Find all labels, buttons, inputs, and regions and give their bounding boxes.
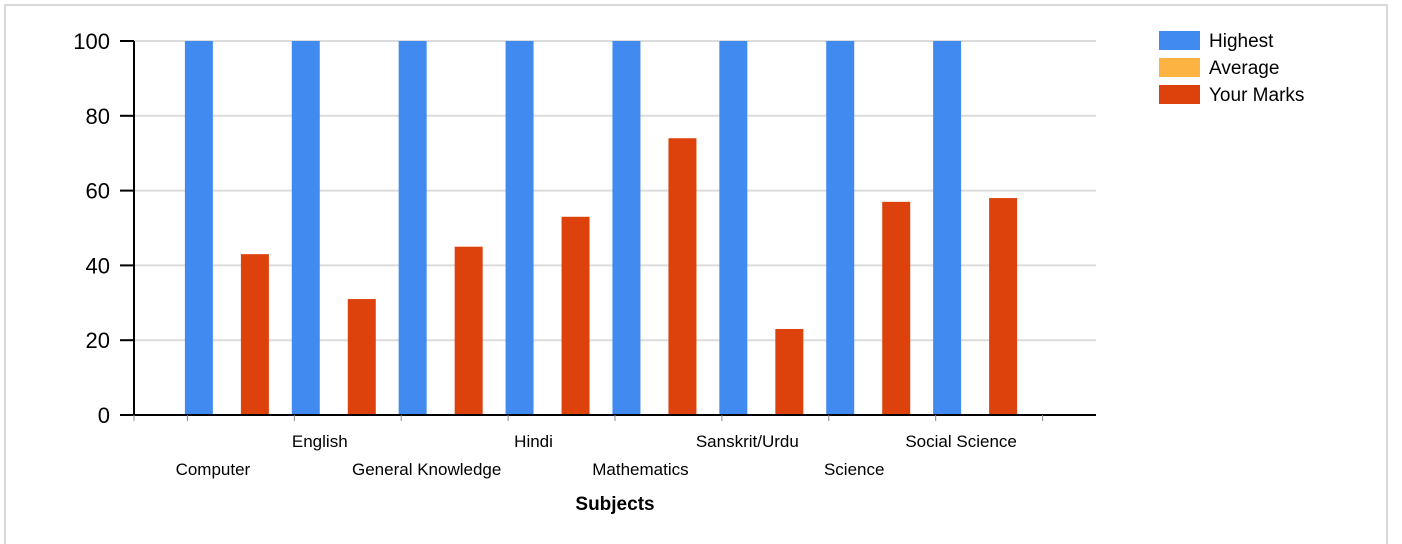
legend-swatch	[1159, 85, 1200, 104]
bar-highest	[933, 41, 962, 415]
bar-your-marks	[775, 328, 804, 415]
bar-highest	[612, 41, 641, 415]
x-tick-label: Sanskrit/Urdu	[696, 432, 799, 451]
legend-swatch	[1159, 58, 1200, 77]
legend-swatch	[1159, 31, 1200, 50]
bar-your-marks	[668, 138, 697, 416]
y-tick-label: 0	[98, 403, 110, 428]
legend: Highest Average Your Marks	[1159, 31, 1304, 106]
legend-label: Your Marks	[1209, 85, 1304, 106]
bar-your-marks	[347, 299, 376, 415]
x-tick-label: English	[292, 432, 348, 451]
bar-highest	[184, 41, 213, 415]
bar-highest	[398, 41, 427, 415]
bar-highest	[505, 41, 534, 415]
y-tick-label: 80	[86, 104, 110, 129]
x-tick-label: Science	[824, 460, 884, 479]
y-tick-label: 100	[73, 29, 110, 54]
x-tick-label: Mathematics	[592, 460, 688, 479]
bar-your-marks	[454, 246, 483, 415]
x-tick-label: Social Science	[905, 432, 1017, 451]
bars	[184, 41, 1018, 416]
y-tick-label: 60	[86, 179, 110, 204]
bar-highest	[826, 41, 855, 415]
y-tick-label: 40	[86, 253, 110, 278]
bar-your-marks	[882, 201, 911, 415]
legend-label: Average	[1209, 58, 1279, 79]
bar-highest	[719, 41, 748, 415]
legend-label: Highest	[1209, 31, 1274, 52]
bar-your-marks	[240, 254, 269, 415]
bar-highest	[291, 41, 320, 415]
x-tick-label: Computer	[176, 460, 251, 479]
y-tick-label: 20	[86, 328, 110, 353]
bar-your-marks	[989, 198, 1018, 415]
x-axis-title: Subjects	[575, 494, 654, 515]
bar-your-marks	[561, 216, 590, 415]
x-tick-label: Hindi	[514, 432, 553, 451]
x-tick-label: General Knowledge	[352, 460, 501, 479]
